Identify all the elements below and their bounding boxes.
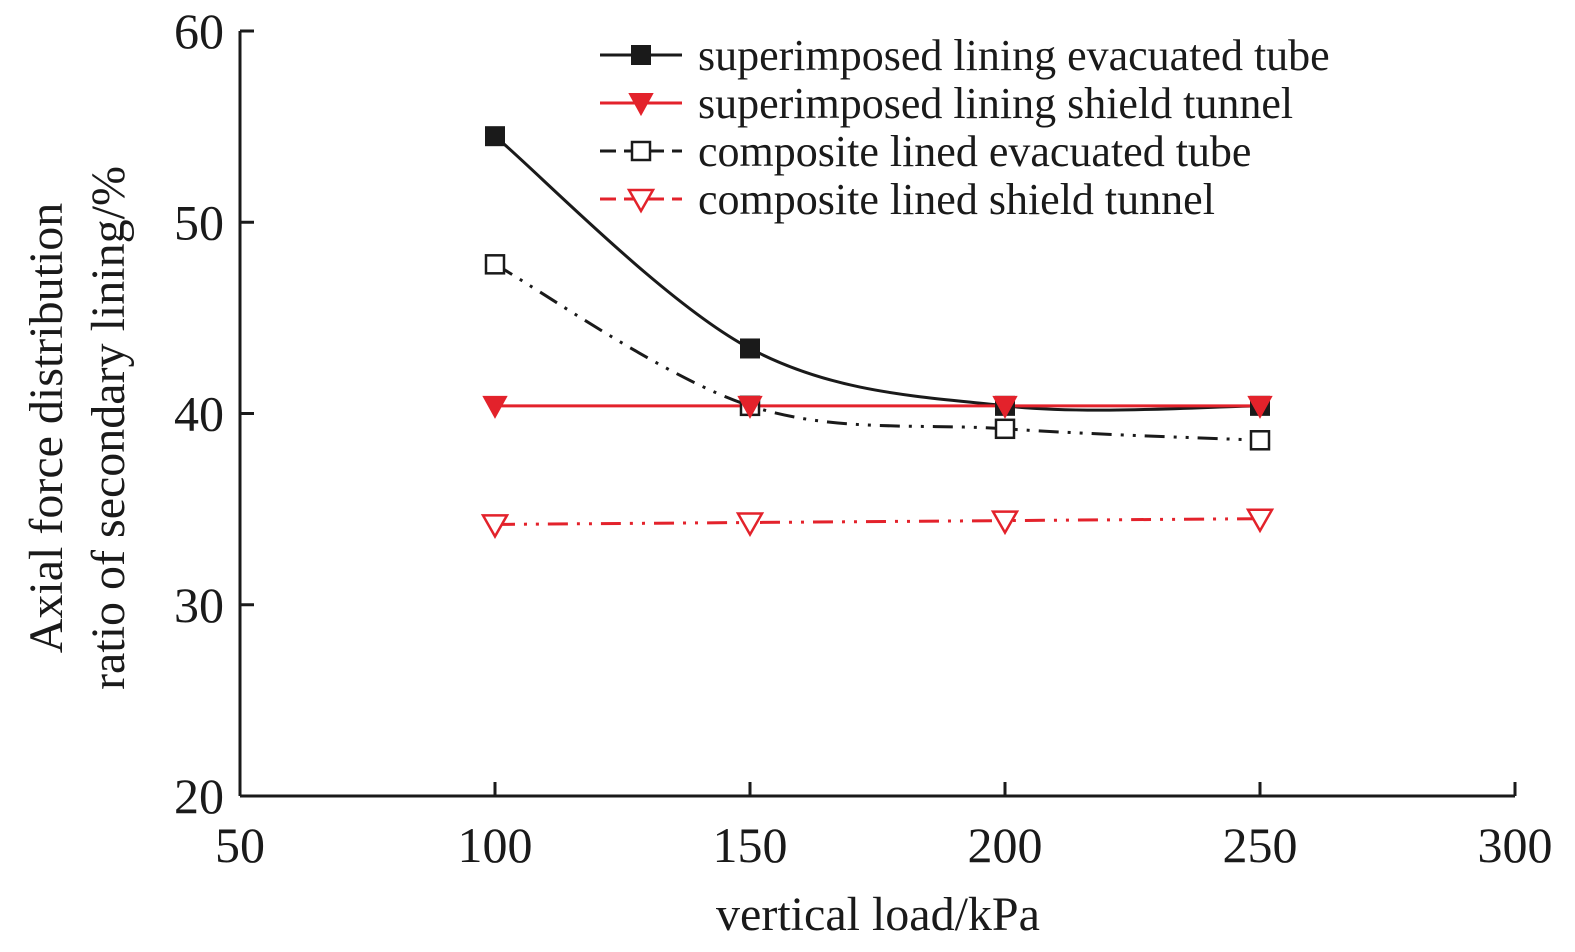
x-tick-label: 50 (215, 817, 265, 873)
legend-marker (628, 93, 654, 117)
legend-item: composite lined shield tunnel (600, 175, 1215, 224)
series-2-point (1247, 395, 1273, 419)
legend-label: composite lined shield tunnel (698, 175, 1215, 224)
series-4-point (1245, 508, 1275, 534)
x-tick-label: 200 (968, 817, 1043, 873)
series-1-point (485, 126, 505, 147)
x-tick-label: 100 (458, 817, 533, 873)
legend-item: superimposed lining shield tunnel (600, 79, 1293, 128)
legend-label: composite lined evacuated tube (698, 127, 1251, 176)
y-tick-label: 60 (174, 3, 224, 59)
series-3-point (1249, 430, 1271, 451)
series-2-point (737, 395, 763, 419)
series-line-4 (494, 517, 1261, 526)
x-axis-ticks: 50 100 150 200 250 300 (215, 782, 1553, 873)
x-tick-label: 250 (1223, 817, 1298, 873)
x-tick-label: 300 (1478, 817, 1553, 873)
legend-marker (626, 188, 656, 214)
legend-item: superimposed lining evacuated tube (600, 31, 1330, 80)
series-3-point (994, 418, 1016, 440)
y-tick-label: 20 (174, 768, 224, 824)
series-line-3 (494, 263, 1261, 442)
y-axis-title-line-2: ratio of secondary lining/% (82, 166, 135, 690)
y-axis-ticks: 20 30 40 50 60 (174, 3, 254, 824)
legend-label: superimposed lining shield tunnel (698, 79, 1293, 128)
series-4-point (990, 510, 1020, 536)
y-tick-label: 30 (174, 577, 224, 633)
y-axis-title: Axial force distribution ratio of second… (20, 166, 135, 690)
legend-item: composite lined evacuated tube (600, 127, 1251, 176)
legend-marker (631, 45, 651, 65)
series-4-point (735, 512, 765, 538)
series-line-1 (494, 135, 1261, 412)
y-axis-title-line-1: Axial force distribution (20, 203, 73, 654)
series-3-point (484, 254, 506, 275)
y-tick-label: 50 (174, 194, 224, 250)
y-tick-label: 40 (174, 386, 224, 442)
series-1-point (740, 338, 760, 359)
plot-markers (480, 126, 1275, 539)
x-axis-title: vertical load/kPa (716, 888, 1040, 941)
legend: superimposed lining evacuated tubesuperi… (600, 31, 1330, 224)
plot-lines (494, 135, 1261, 526)
series-2-point (482, 395, 508, 419)
legend-label: superimposed lining evacuated tube (698, 31, 1330, 80)
series-2-point (992, 395, 1018, 419)
series-4-point (480, 514, 510, 539)
legend-marker (630, 140, 652, 162)
x-tick-label: 150 (713, 817, 788, 873)
